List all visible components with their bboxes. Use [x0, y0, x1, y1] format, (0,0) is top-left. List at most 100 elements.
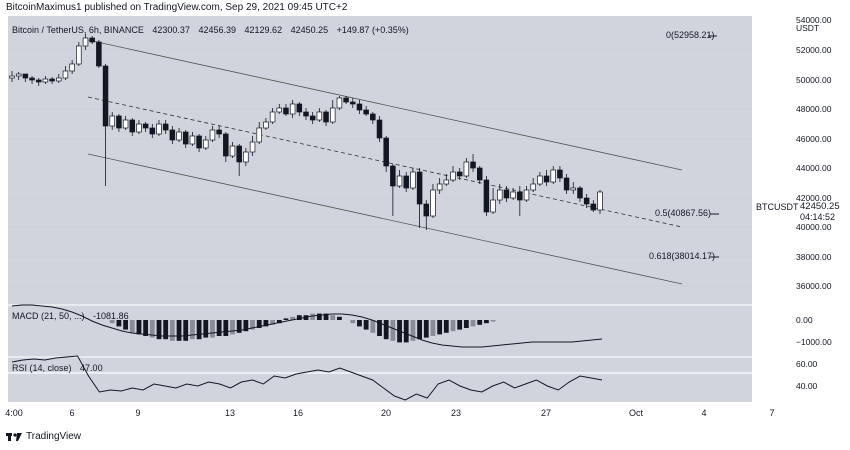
candle-down [376, 119, 383, 139]
price-label: 52000.00 [796, 45, 832, 55]
candle-down [182, 131, 189, 145]
channel-upper-line [87, 39, 683, 171]
macd-bar [216, 320, 222, 336]
legend-open: 42300.37 [152, 25, 190, 35]
fib-level-0618: 0.618(38014.17) [649, 251, 716, 261]
macd-bar [156, 320, 162, 340]
macd-bar [163, 320, 169, 340]
candle-up [229, 145, 236, 157]
price-label-top: 54000.00 [796, 15, 832, 25]
candle-up [263, 121, 269, 129]
price-label: 42000.00 [796, 193, 832, 203]
tradingview-footer[interactable]: TradingView [6, 431, 81, 442]
macd-bar [490, 320, 496, 322]
price-label: 46000.00 [796, 134, 832, 144]
candle-up [530, 183, 536, 191]
candle-up [570, 187, 577, 191]
candle-up [510, 191, 516, 199]
macd-bar [443, 320, 449, 333]
price-chart-svg[interactable] [8, 16, 752, 402]
macd-bar [450, 320, 456, 332]
time-label: 7 [769, 408, 775, 418]
candle-down [390, 165, 396, 187]
macd-bar [417, 320, 422, 340]
candle-up [56, 77, 62, 82]
candle-down [102, 65, 109, 127]
macd-bar [350, 320, 356, 324]
macd-bar [357, 320, 362, 327]
macd-label[interactable]: MACD (21, 50, ...) -1081.86 [12, 311, 129, 321]
candle-down [557, 169, 563, 179]
macd-bar [243, 320, 249, 332]
candle-up [209, 129, 216, 141]
macd-bar [484, 320, 489, 324]
macd-bar [236, 320, 242, 333]
macd-bar [330, 315, 336, 320]
candle-up [82, 37, 89, 47]
time-axis[interactable]: 4:00 6 9 13 16 20 23 27 Oct 4 7 [0, 402, 850, 424]
chart-area[interactable]: 0(52958.21) 0.5(40867.56) 0.618(38014.17… [8, 16, 752, 402]
candle-down [89, 37, 95, 43]
macd-axis-label: 0.00 [796, 315, 813, 325]
candle-down [590, 203, 597, 211]
candle-down [583, 197, 590, 205]
last-price: 42450.25 [800, 201, 840, 212]
legend-close: 42450.25 [290, 25, 329, 35]
macd-line [11, 304, 603, 348]
macd-bar [430, 320, 436, 336]
candle-down [470, 161, 476, 169]
macd-bar [123, 320, 128, 330]
macd-bar [377, 320, 382, 336]
candle-up [490, 199, 496, 213]
macd-bar [270, 320, 275, 325]
macd-bar [129, 320, 135, 333]
macd-bar [210, 320, 215, 338]
macd-bar [256, 320, 262, 328]
macd-value: -1081.86 [93, 311, 129, 321]
candle-down [303, 111, 309, 117]
candle-up [329, 107, 336, 123]
candle-down [423, 203, 430, 217]
fib-level-0: 0(52958.21) [666, 30, 715, 40]
candle-down [350, 101, 356, 105]
candle-down [323, 111, 329, 123]
macd-bar [169, 320, 175, 341]
time-label: 20 [380, 408, 392, 418]
candle-up [523, 189, 530, 201]
tradingview-logo-icon [6, 432, 22, 441]
time-label: 27 [540, 408, 552, 418]
candle-down [49, 78, 55, 82]
candle-down [283, 107, 289, 115]
macd-bar [250, 320, 255, 330]
candle-down [196, 135, 202, 149]
macd-bar [223, 320, 229, 336]
rsi-title: RSI (14, close) [12, 363, 72, 373]
time-label: 13 [224, 408, 236, 418]
legend-change: +149.87 (+0.35%) [336, 25, 409, 35]
macd-axis-label: −1000.00 [796, 337, 832, 347]
macd-bar [383, 320, 389, 340]
macd-bar [116, 320, 122, 327]
fib-level-05: 0.5(40867.56) [655, 208, 712, 218]
candle-down [517, 191, 523, 201]
candle-up [316, 111, 323, 121]
candle-down [309, 115, 316, 121]
price-axis[interactable]: 54000.00 USDT 52000.00 50000.00 48000.00… [752, 15, 850, 402]
candle-down [142, 123, 149, 129]
macd-bar [410, 320, 416, 341]
candle-down [577, 187, 583, 199]
candle-down [563, 177, 570, 191]
macd-bar [337, 316, 342, 320]
candle-up [497, 189, 503, 201]
macd-bar [276, 320, 282, 324]
symbol-legend[interactable]: Bitcoin / TetherUS, 6h, BINANCE 42300.37… [12, 25, 415, 35]
candle-up [436, 183, 443, 191]
rsi-label[interactable]: RSI (14, close) 47.00 [12, 363, 103, 373]
macd-bar [423, 320, 429, 338]
published-by-text: BitcoinMaximus1 published on TradingView… [6, 2, 348, 13]
candle-up [76, 45, 82, 65]
time-label: 23 [450, 408, 462, 418]
macd-bar [183, 320, 189, 341]
macd-bar [403, 320, 409, 343]
macd-bar [190, 320, 195, 340]
